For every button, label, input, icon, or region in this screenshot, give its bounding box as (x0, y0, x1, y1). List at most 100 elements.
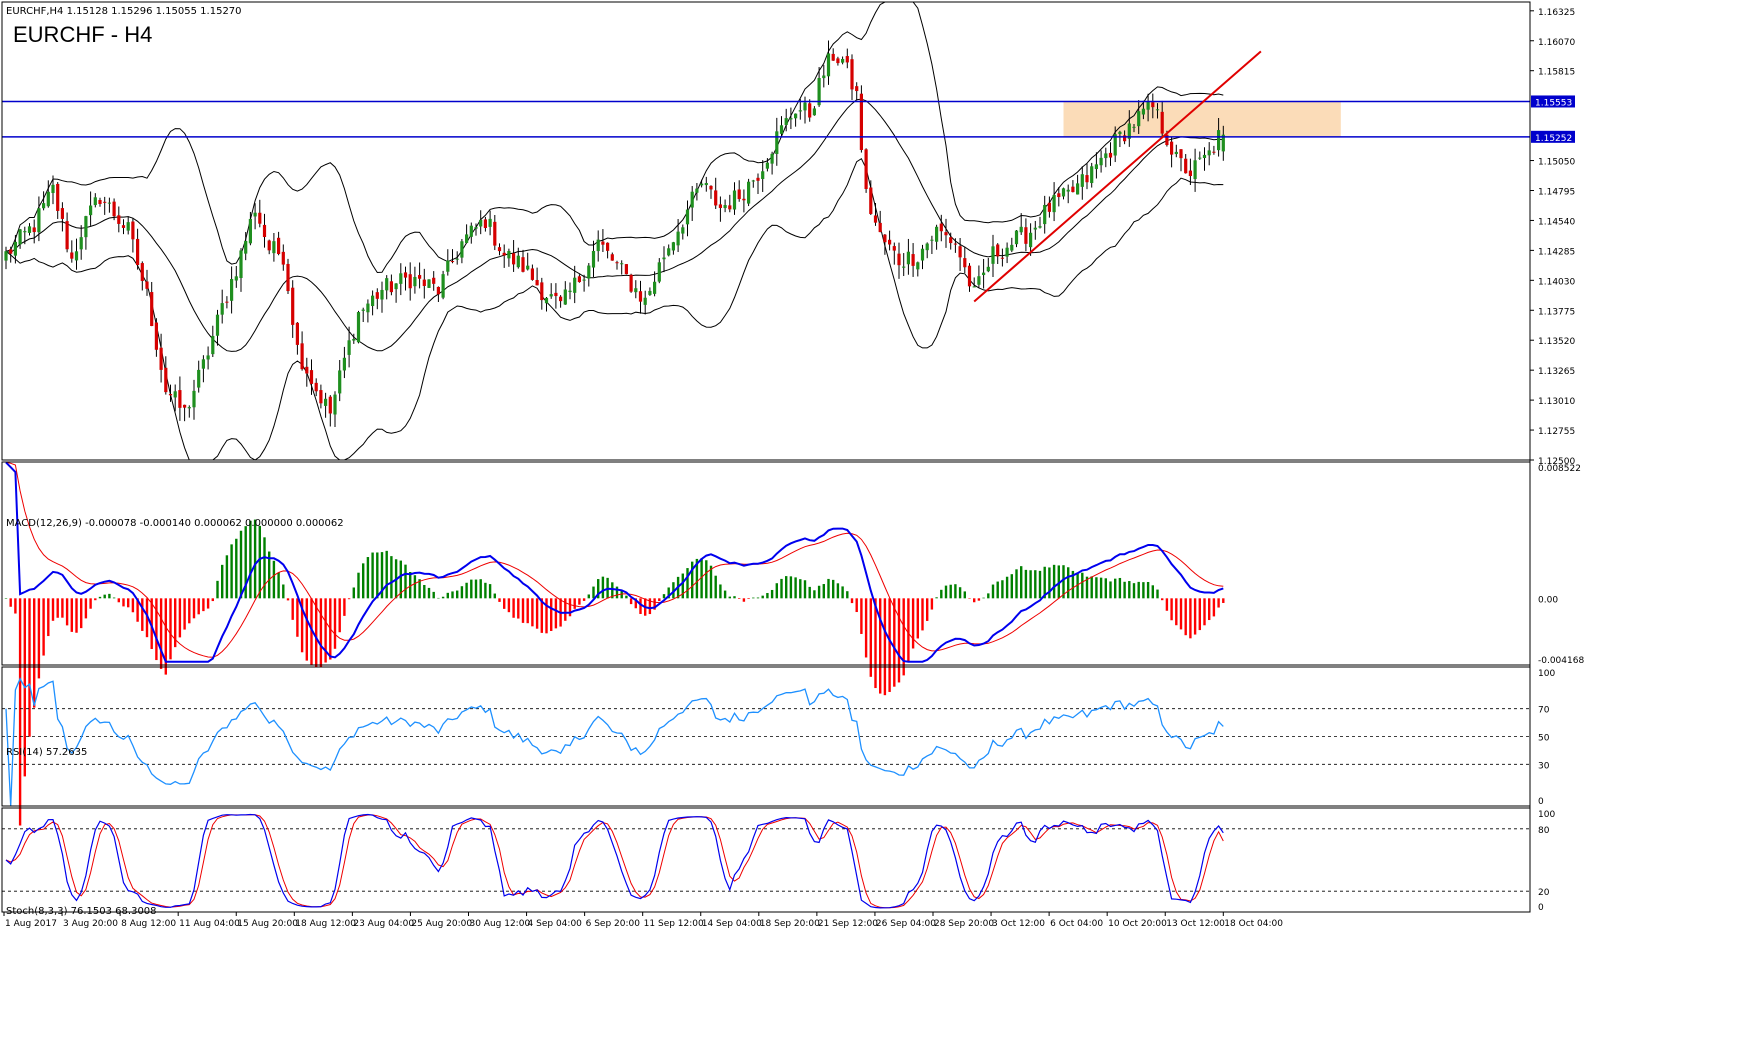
candle-bull (822, 75, 826, 79)
candle-bear (291, 287, 295, 325)
candle-bull (460, 241, 464, 258)
macd-histogram-bar (47, 598, 50, 637)
candle-bear (136, 238, 140, 266)
price-tick-label: 1.14795 (1538, 187, 1575, 197)
level-label-box (1531, 130, 1575, 143)
macd-histogram-bar (42, 598, 45, 656)
macd-histogram-bar (803, 580, 807, 599)
candle-bull (1221, 134, 1225, 152)
stoch-label: Stoch(8,3,3) 76.1503 68.3008 (6, 906, 157, 917)
macd-histogram-bar (775, 583, 778, 599)
candle-bull (1155, 109, 1160, 111)
macd-histogram-bar (766, 593, 769, 599)
candle-bull (568, 290, 572, 293)
candle-bear (742, 198, 746, 201)
macd-histogram-bar (507, 598, 511, 613)
candle-bear (1071, 186, 1075, 193)
candle-bear (629, 274, 633, 292)
stoch-axis-label: 20 (1538, 888, 1550, 898)
candle-bull (798, 110, 802, 112)
macd-histogram-bar (503, 598, 506, 609)
candle-bear (888, 239, 892, 245)
candle-bull (657, 262, 661, 282)
candle-bear (418, 275, 422, 279)
candle-bear (225, 301, 229, 303)
macd-signal-line (5, 461, 1224, 658)
candle-bear (850, 59, 854, 90)
rsi-axis-label: 0 (1538, 797, 1544, 807)
stoch-axis-label: 80 (1538, 826, 1550, 836)
macd-histogram-bar (738, 598, 741, 599)
candle-bull (700, 183, 704, 186)
macd-histogram-bar (1212, 598, 1216, 617)
candle-bear (1000, 257, 1004, 259)
macd-histogram-bar (1062, 565, 1065, 599)
macd-histogram-bar (1208, 598, 1211, 621)
candle-bull (244, 240, 248, 254)
candle-bear (1057, 193, 1061, 198)
candle-bull (563, 289, 567, 305)
candle-bear (831, 53, 835, 61)
candle-bull (333, 394, 337, 415)
macd-histogram-bar (4, 598, 8, 599)
rsi-panel (2, 677, 1530, 807)
macd-histogram-bar (1067, 567, 1070, 599)
macd-histogram-bar (352, 587, 355, 599)
macd-histogram-bar (1170, 598, 1173, 621)
candle-bull (89, 205, 93, 216)
macd-histogram-bar (239, 530, 243, 599)
stoch-main-line (5, 813, 1224, 909)
macd-histogram-bar (268, 551, 271, 599)
macd-histogram-bar (540, 598, 543, 633)
macd-histogram-bar (958, 587, 962, 599)
candle-bear (117, 215, 121, 224)
candle-bear (262, 224, 267, 238)
candle-bull (549, 294, 553, 297)
macd-histogram-bar (531, 598, 534, 627)
candle-bear (1151, 102, 1155, 108)
candle-bear (845, 56, 849, 63)
macd-histogram-bar (1161, 598, 1164, 601)
candle-bull (1014, 230, 1019, 245)
stoch-signal-line (5, 814, 1224, 909)
macd-histogram-bar (258, 525, 261, 599)
macd-histogram-bar (512, 598, 515, 618)
candle-bear (615, 262, 619, 264)
macd-histogram-bar (1057, 565, 1060, 599)
macd-histogram-bar (1193, 598, 1197, 635)
macd-histogram-bar (822, 584, 825, 599)
candle-bull (479, 219, 483, 227)
macd-main-line (5, 461, 1224, 663)
time-tick-label: 15 Aug 20:00 (237, 919, 298, 929)
candle-bear (540, 282, 544, 301)
time-tick-label: 30 Aug 12:00 (469, 919, 530, 929)
candle-bull (794, 113, 798, 119)
candle-bear (737, 189, 741, 200)
candle-bull (197, 369, 201, 388)
candle-bull (1141, 108, 1145, 115)
candle-bull (751, 180, 755, 182)
macd-histogram-bar (84, 598, 88, 619)
macd-histogram-bar (968, 598, 971, 599)
macd-histogram-bar (1128, 581, 1131, 599)
candle-bull (215, 314, 220, 336)
candle-bear (855, 86, 859, 92)
candle-bull (380, 289, 384, 300)
candle-bull (986, 266, 990, 272)
candle-bull (1043, 204, 1047, 225)
level-label: 1.15553 (1535, 98, 1572, 108)
candle-bull (826, 53, 831, 77)
macd-histogram-bar (169, 598, 172, 660)
candle-bull (1198, 157, 1202, 159)
macd-histogram-bar (1118, 577, 1122, 599)
candle-bull (234, 276, 238, 281)
macd-histogram-bar (206, 598, 210, 609)
macd-histogram-bar (319, 598, 323, 668)
candle-bull (784, 118, 788, 125)
candle-bear (1212, 151, 1216, 153)
candle-bull (935, 226, 939, 242)
macd-histogram-bar (907, 598, 910, 662)
macd-histogram-bar (51, 598, 55, 621)
time-tick-label: 18 Sep 20:00 (760, 919, 820, 929)
candle-bull (747, 181, 751, 204)
